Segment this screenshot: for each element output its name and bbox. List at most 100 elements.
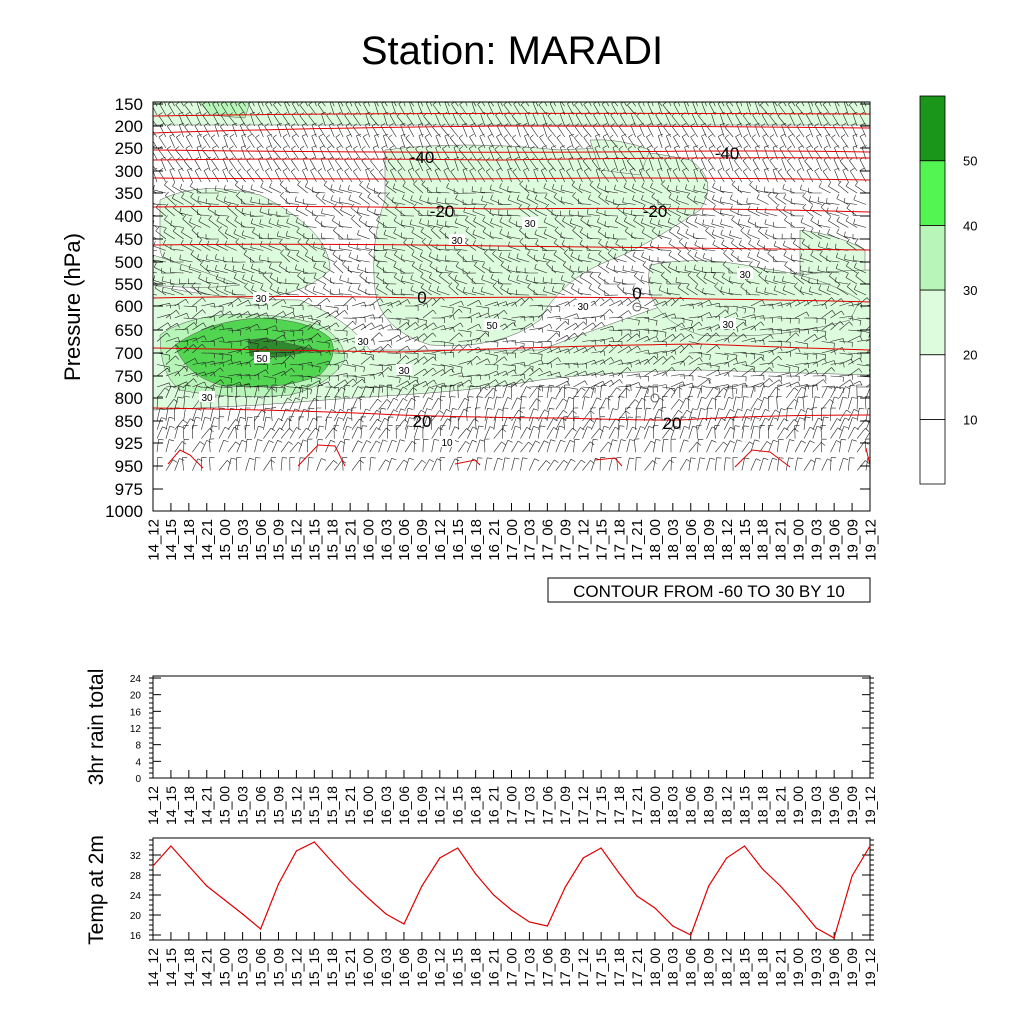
wind-contour-label: 30 [201, 393, 213, 404]
x-tick-label: 14_15 [163, 519, 180, 561]
y-tick-label: 800 [115, 389, 143, 408]
y-tick-label: 200 [115, 117, 143, 136]
temperature-contour [153, 243, 870, 251]
x-tick-label: 15_09 [271, 519, 288, 561]
x-tick-label: 18_12 [719, 786, 735, 825]
x-tick-label: 17_18 [611, 786, 627, 825]
temp-point [779, 885, 782, 887]
x-tick-label: 18_15 [736, 786, 752, 825]
temperature-contour [297, 444, 346, 467]
x-tick-label: 15_12 [288, 786, 304, 825]
wind-contour-label-bg [253, 292, 269, 303]
x-tick-label: 14_12 [145, 519, 162, 561]
x-tick-label: 19_00 [790, 786, 806, 825]
temp-point [224, 899, 226, 901]
y-tick-label: 20 [130, 911, 142, 922]
wind-contour-label-bg [396, 364, 412, 375]
x-tick-label: 16_15 [450, 786, 466, 825]
contour-marker [632, 302, 642, 312]
temp-point [367, 897, 369, 899]
x-tick-label: 17_09 [557, 786, 573, 825]
x-tick-label: 17_18 [611, 519, 628, 561]
x-tick-label: 18_18 [754, 786, 770, 825]
x-tick-label: 16_09 [414, 786, 430, 825]
colorbar-swatch [919, 354, 946, 420]
temperature-contour [153, 177, 870, 181]
x-tick-label: 18_06 [683, 786, 699, 825]
x-tick-label: 16_15 [450, 948, 466, 987]
x-tick-label: 18_15 [736, 948, 752, 987]
y-tick-label: 24 [130, 891, 142, 902]
x-tick-label: 15_06 [253, 519, 270, 561]
x-tick-label: 16_03 [378, 519, 395, 561]
x-tick-label: 15_15 [306, 948, 322, 987]
x-tick-label: 14_15 [163, 786, 179, 825]
x-tick-label: 15_00 [217, 519, 234, 561]
x-tick-label: 15_00 [217, 948, 233, 987]
temperature-contour-label: -20 [430, 202, 455, 221]
x-tick-label: 15_21 [342, 519, 359, 561]
temp-point [851, 875, 853, 877]
temp-time-axis: 14_12 14_15 14_18 14_21 15_00 15_03 15_06 15_09… [145, 932, 878, 987]
temp-point [313, 841, 315, 843]
y-tick-label: 600 [115, 297, 143, 316]
temp-point [349, 880, 351, 882]
wind-contour-label-bg [355, 335, 371, 346]
x-tick-label: 19_03 [808, 786, 824, 825]
y-tick-label: 700 [115, 344, 143, 363]
colorbar-label: 40 [963, 218, 977, 233]
y-tick-label: 16 [130, 707, 142, 718]
rain-y-axis: 0 4 8 12 16 20 24 [130, 674, 874, 785]
colorbar-swatch [919, 224, 946, 291]
x-tick-label: 17_18 [611, 948, 627, 987]
y-tick-label: 400 [115, 207, 143, 226]
x-tick-label: 14_18 [181, 786, 197, 825]
wind-contour-label: 30 [722, 320, 734, 331]
temperature-contour-label: 20 [663, 414, 682, 433]
x-tick-label: 16_06 [396, 519, 413, 561]
temp-point [152, 865, 154, 867]
temperature-contour [153, 343, 870, 353]
pressure-axis: 1502002503003504004505005506006507007508… [105, 95, 870, 521]
colorbar-label: 10 [963, 412, 977, 427]
x-tick-label: 15_18 [324, 948, 340, 987]
colorbar-swatch [919, 160, 946, 226]
wind-contour-label-bg [575, 300, 591, 311]
x-tick-label: 14_12 [145, 786, 161, 825]
wind-contour-label-bg [522, 217, 538, 228]
x-tick-label: 14_18 [181, 948, 197, 987]
x-tick-label: 15_03 [235, 519, 252, 561]
x-tick-label: 17_21 [629, 948, 645, 987]
x-tick-label: 15_06 [252, 948, 268, 987]
cross-section-panel: -40 -40 -20 -20 0 0 20 20 30 30 30 50 30 30 30 30 30 30 10… [60, 95, 879, 603]
x-tick-label: 16_18 [468, 786, 484, 825]
y-axis-label: Pressure (hPa) [60, 233, 85, 381]
wind-contour-label: 30 [357, 337, 369, 348]
temperature-contour [734, 449, 791, 468]
x-tick-label: 17_06 [539, 786, 555, 825]
x-tick-label: 17_21 [629, 519, 646, 561]
y-tick-label: 24 [130, 674, 142, 685]
x-tick-label: 15_18 [324, 786, 340, 825]
temp-point [260, 928, 262, 930]
temp-point [385, 913, 387, 915]
temp-point [654, 907, 656, 909]
wind-contour-label-bg [720, 318, 736, 329]
temperature-contour-label: 0 [417, 288, 426, 307]
x-tick-label: 19_09 [844, 519, 861, 561]
x-tick-label: 15_09 [270, 948, 286, 987]
temp-point [295, 850, 297, 852]
x-tick-label: 19_09 [844, 948, 860, 987]
x-tick-label: 17_12 [575, 786, 591, 825]
wind-contour-label: 10 [441, 438, 453, 449]
x-tick-label: 19_06 [826, 948, 842, 987]
x-tick-label: 16_12 [432, 519, 449, 561]
y-tick-label: 20 [130, 691, 142, 702]
temperature-contour [153, 149, 870, 153]
x-tick-label: 16_06 [396, 786, 412, 825]
x-tick-label: 17_06 [540, 519, 557, 561]
x-tick-label: 19_12 [862, 519, 879, 561]
